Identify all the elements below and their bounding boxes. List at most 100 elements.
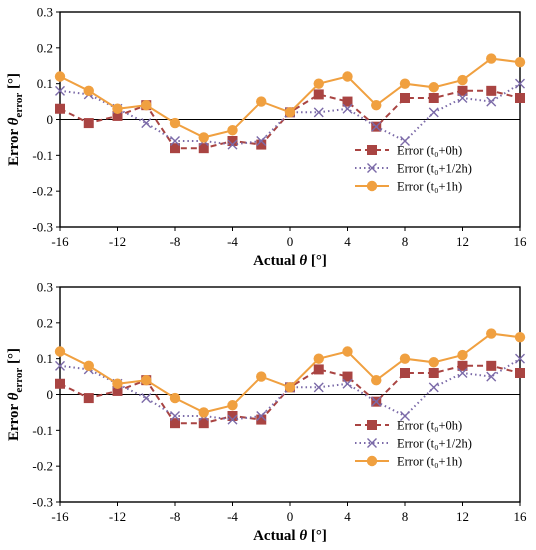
data-point-circle (366, 455, 378, 467)
y-axis-title-prefix: Error (6, 400, 22, 441)
data-point-square (342, 371, 353, 382)
y-axis-title-subscript: error (13, 368, 25, 393)
data-point-circle (514, 331, 526, 343)
data-point-square (55, 103, 65, 114)
data-point-x (428, 382, 439, 393)
y-axis-title-symbol: θ (6, 392, 22, 400)
legend: Error (t₀+0h) Error (t₀+1/2h) Error (t₀+1h… (355, 419, 472, 469)
x-axis-title-prefix: Actual (253, 253, 299, 269)
data-point-circle (371, 374, 382, 386)
data-point-circle (457, 74, 468, 86)
x-axis-title-symbol: θ (299, 253, 307, 269)
data-point-x (371, 396, 382, 407)
data-point-x (457, 368, 468, 378)
data-point-square (256, 414, 267, 425)
data-point-square (83, 393, 94, 404)
data-point-x (400, 411, 410, 421)
data-point-circle (169, 117, 181, 129)
legend: Error (t₀+0h) Error (t₀+1/2h) Error (t₀+1h… (355, 144, 472, 194)
data-point-circle (342, 71, 353, 82)
legend-label: Error (t₀+1h) (397, 455, 462, 469)
data-point-square (457, 360, 468, 371)
y-axis-title-prefix: Error (6, 125, 22, 166)
y-tick-label: 0.1 (37, 76, 53, 91)
y-tick-label: -0.1 (32, 148, 53, 163)
data-point-square (227, 411, 238, 421)
data-point-circle (141, 374, 152, 386)
data-point-circle (486, 328, 497, 339)
y-axis-title-suffix: [°] (6, 348, 22, 368)
x-tick-label: -12 (109, 234, 126, 249)
data-point-x (428, 107, 439, 118)
x-tick-label: 12 (456, 509, 469, 524)
chart-top: -0.3 -0.2 -0.1 0 0.1 0.2 0.3 -16 -12 -8 -4 0 4 8 12 16 A… (6, 5, 528, 270)
x-tick-label: 4 (344, 509, 351, 524)
data-point-circle (112, 378, 123, 389)
y-tick-label: -0.3 (32, 495, 53, 510)
data-point-square (486, 360, 497, 371)
x-axis-title: Actual θ [°] (253, 528, 327, 544)
series-line (59, 332, 521, 414)
data-point-x (170, 411, 180, 421)
data-point-x (371, 121, 382, 132)
y-axis-title-symbol: θ (6, 117, 22, 125)
x-tick-label: -16 (51, 234, 69, 249)
x-axis-title-suffix: [°] (307, 528, 327, 544)
x-tick-label: 8 (402, 234, 409, 249)
data-point-circle (256, 96, 267, 107)
x-axis-title-symbol: θ (299, 528, 307, 544)
data-point-square (170, 143, 180, 154)
data-point-square (198, 418, 209, 429)
y-tick-label: -0.1 (32, 423, 53, 438)
data-point-circle (256, 371, 267, 382)
x-tick-label: -4 (227, 509, 238, 524)
data-point-circle (54, 71, 66, 82)
data-point-circle (514, 56, 526, 68)
y-axis-title-subscript: error (13, 93, 25, 118)
x-axis-title-suffix: [°] (307, 253, 327, 269)
y-tick-label: -0.2 (32, 184, 53, 199)
x-tick-label: -4 (227, 234, 238, 249)
y-axis-title: Error θerror [°] (6, 348, 25, 441)
data-point-circle (313, 353, 324, 364)
data-point-circle (366, 180, 378, 192)
data-point-x (141, 118, 152, 129)
x-tick-label: 16 (514, 234, 528, 249)
data-point-square (342, 96, 353, 107)
data-point-square (112, 110, 123, 121)
data-point-square (515, 368, 525, 378)
data-point-x (486, 96, 497, 107)
legend-label: Error (t₀+1/2h) (397, 162, 472, 176)
data-point-square (486, 85, 497, 96)
x-tick-label: 0 (287, 509, 294, 524)
data-point-square (313, 364, 324, 375)
data-point-circle (457, 349, 468, 361)
data-point-circle (313, 78, 324, 89)
legend-label: Error (t₀+0h) (397, 144, 462, 158)
data-point-circle (227, 400, 238, 411)
data-point-circle (141, 99, 152, 111)
data-point-square (515, 93, 525, 103)
data-point-x (342, 103, 353, 114)
x-tick-label: -8 (170, 234, 181, 249)
data-point-square (227, 136, 238, 146)
data-point-circle (198, 407, 209, 418)
data-point-square (256, 139, 267, 150)
data-point-square (367, 145, 377, 155)
y-tick-label: 0.2 (37, 315, 53, 330)
x-tick-label: 8 (402, 509, 409, 524)
x-tick-label: 0 (287, 234, 294, 249)
data-point-x (227, 139, 238, 150)
data-point-circle (284, 382, 296, 393)
data-point-x (141, 393, 152, 404)
y-axis-title: Error θerror [°] (6, 73, 25, 166)
legend-label: Error (t₀+1/2h) (397, 437, 472, 451)
data-point-x (313, 382, 324, 393)
data-point-circle (198, 132, 209, 143)
y-tick-label: 0 (47, 112, 54, 127)
x-axis-title-prefix: Actual (253, 528, 299, 544)
x-tick-label: -8 (170, 509, 181, 524)
x-tick-label: -12 (109, 509, 126, 524)
data-point-circle (399, 353, 411, 364)
data-point-x (367, 163, 377, 173)
